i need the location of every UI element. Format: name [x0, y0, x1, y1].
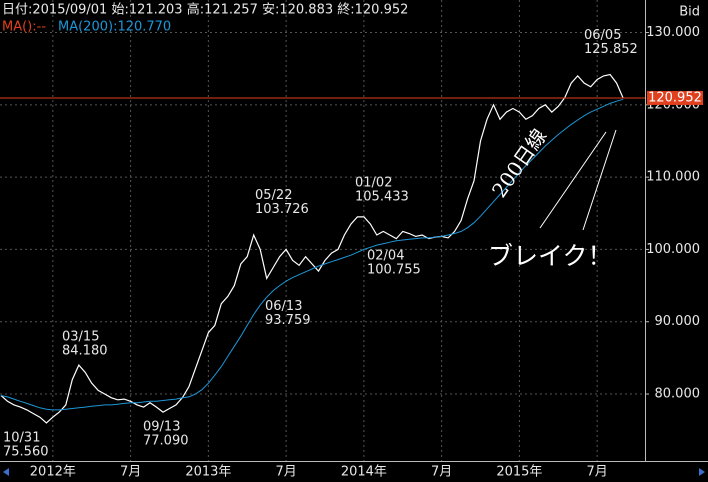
arrow-line	[539, 131, 607, 229]
y-tick-label: 100.000	[646, 242, 700, 257]
annotation-value: 77.090	[143, 434, 189, 449]
current-price-box	[647, 90, 703, 105]
annotation-date: 06/05	[584, 28, 621, 43]
y-tick-label: 90.000	[655, 314, 701, 329]
y-tick-label: 130.000	[646, 25, 700, 40]
annotation-value: 125.852	[584, 42, 638, 57]
series-line	[0, 98, 624, 411]
current-price-label: 120.952	[648, 90, 702, 105]
header-info: 日付:2015/09/01 始:121.203 高:121.257 安:120.…	[2, 2, 408, 18]
arrow-line	[582, 129, 617, 231]
x-tick-label: 2014年	[341, 465, 387, 480]
y-tick-label: 110.000	[646, 170, 700, 185]
breakout-note: ブレイク！	[488, 242, 613, 271]
ma-long-label: MA(200):120.770	[58, 20, 171, 35]
x-tick-label: 2013年	[185, 465, 231, 480]
price-side: Bid	[679, 5, 700, 20]
annotation-value: 84.180	[62, 343, 108, 358]
annotation-date: 05/22	[255, 188, 292, 203]
grid	[0, 0, 645, 461]
annotation-date: 02/04	[367, 248, 404, 263]
annotation-date: 09/13	[143, 420, 180, 435]
annotation-date: 03/15	[62, 329, 99, 344]
x-tick-label: 7月	[587, 465, 608, 480]
scroll-left[interactable]	[3, 468, 9, 476]
y-tick-label: 80.000	[655, 387, 701, 402]
annotation-date: 01/02	[355, 176, 392, 191]
annotation-value: 103.726	[255, 202, 309, 217]
ma-short-label: MA():--	[2, 20, 46, 35]
annotation-value: 75.560	[3, 445, 49, 460]
x-tick-label: 2015年	[496, 465, 542, 480]
x-tick-label: 7月	[120, 465, 141, 480]
annotation-value: 100.755	[367, 262, 421, 277]
plot	[0, 73, 645, 424]
scroll-right[interactable]	[699, 468, 705, 476]
annotation-value: 93.759	[265, 313, 311, 328]
annotation-date: 06/13	[265, 299, 302, 314]
annotation-date: 10/31	[3, 431, 40, 446]
series-line	[0, 73, 624, 424]
annotation-value: 105.433	[355, 190, 409, 205]
x-tick-label: 7月	[431, 465, 452, 480]
x-tick-label: 7月	[275, 465, 296, 480]
x-tick-label: 2012年	[30, 465, 76, 480]
